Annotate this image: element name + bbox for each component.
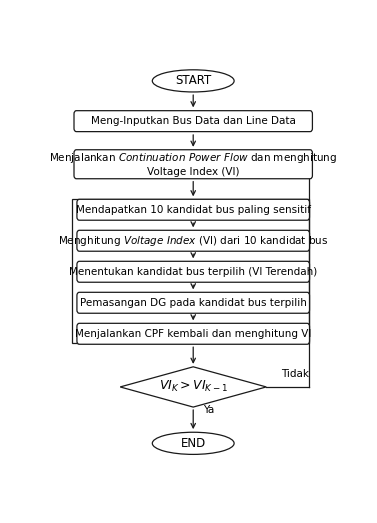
Text: Pemasangan DG pada kandidat bus terpilih: Pemasangan DG pada kandidat bus terpilih (80, 298, 307, 308)
Text: START: START (175, 74, 211, 87)
Text: Menjalankan $\mathit{Continuation\ Power\ Flow}$ dan menghitung: Menjalankan $\mathit{Continuation\ Power… (49, 151, 337, 165)
Polygon shape (120, 367, 266, 407)
Text: Menghitung $\mathit{Voltage\ Index}$ (VI) dari 10 kandidat bus: Menghitung $\mathit{Voltage\ Index}$ (VI… (58, 234, 328, 248)
Text: Tidak: Tidak (281, 369, 309, 379)
Text: END: END (181, 437, 206, 450)
Text: $\mathbf{\mathit{VI_K > VI_{K-1}}}$: $\mathbf{\mathit{VI_K > VI_{K-1}}}$ (159, 379, 228, 394)
FancyBboxPatch shape (74, 150, 313, 179)
FancyBboxPatch shape (77, 292, 310, 313)
Bar (72, 199, 309, 344)
Ellipse shape (152, 70, 234, 92)
Text: Menjalankan CPF kembali dan menghitung VI: Menjalankan CPF kembali dan menghitung V… (75, 329, 311, 339)
Text: Mendapatkan 10 kandidat bus paling sensitif: Mendapatkan 10 kandidat bus paling sensi… (76, 204, 311, 215)
FancyBboxPatch shape (77, 323, 310, 344)
Text: Ya: Ya (204, 405, 215, 415)
FancyBboxPatch shape (77, 230, 310, 251)
Text: Menentukan kandidat bus terpilih (VI Terendah): Menentukan kandidat bus terpilih (VI Ter… (69, 267, 317, 277)
FancyBboxPatch shape (77, 199, 310, 220)
FancyBboxPatch shape (74, 111, 313, 132)
Text: Voltage Index (VI): Voltage Index (VI) (147, 167, 239, 177)
FancyBboxPatch shape (77, 262, 310, 282)
Ellipse shape (152, 432, 234, 454)
Text: Meng-Inputkan Bus Data dan Line Data: Meng-Inputkan Bus Data dan Line Data (91, 116, 296, 126)
